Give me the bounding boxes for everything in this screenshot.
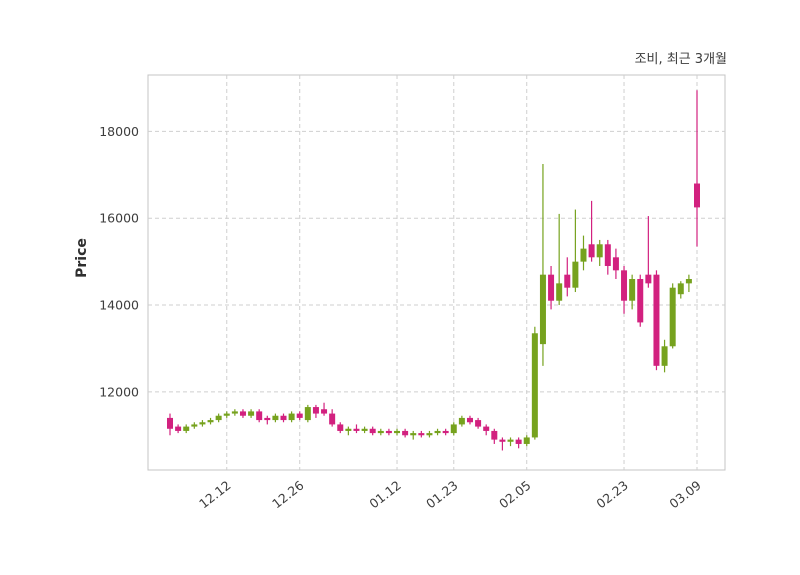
x-tick-label: 02.05 — [496, 478, 533, 512]
chart-title: 조비, 최근 3개월 — [634, 52, 727, 67]
candle-body — [539, 274, 546, 345]
candle-body — [677, 283, 684, 295]
candle-body — [304, 407, 311, 421]
candle-body — [661, 346, 668, 366]
y-axis-label: Price — [74, 238, 90, 278]
candle-body — [580, 248, 587, 262]
candle-body — [483, 426, 490, 431]
candle-body — [531, 333, 538, 438]
x-tick-label: 01.23 — [423, 478, 460, 512]
y-tick-label: 16000 — [99, 211, 139, 226]
candle-body — [442, 430, 449, 434]
candle-body — [588, 244, 595, 258]
candle-body — [515, 439, 522, 444]
candle-body — [434, 430, 441, 434]
candle-body — [215, 415, 222, 421]
candle-body — [491, 430, 498, 440]
candle-body — [499, 439, 506, 442]
candle-body — [361, 428, 368, 431]
candle-body — [385, 430, 392, 434]
candle-body — [272, 415, 279, 421]
candle-body — [280, 415, 287, 421]
candle-body — [475, 420, 482, 427]
candle-body — [685, 279, 692, 284]
candle-body — [264, 417, 271, 421]
candle-body — [418, 433, 425, 436]
candle-body — [629, 279, 636, 301]
candle-body — [564, 274, 571, 288]
candle-body — [248, 411, 255, 416]
candle-body — [175, 426, 182, 431]
candle-body — [402, 430, 409, 436]
y-tick-label: 18000 — [99, 124, 139, 139]
x-tick-label: 12.12 — [196, 478, 233, 512]
candle-body — [466, 417, 473, 423]
candle-body — [353, 428, 360, 431]
candle-body — [312, 407, 319, 414]
candle-body — [645, 274, 652, 284]
candle-body — [612, 257, 619, 271]
candle-body — [450, 424, 457, 434]
candle-body — [621, 270, 628, 301]
x-tick-label: 03.09 — [666, 478, 703, 512]
candle-body — [394, 430, 401, 434]
y-tick-label: 14000 — [99, 298, 139, 313]
candle-body — [321, 409, 328, 414]
candle-body — [296, 413, 303, 418]
y-tick-label: 12000 — [99, 384, 139, 399]
candle-body — [231, 411, 238, 414]
x-tick-label: 12.26 — [269, 478, 306, 512]
candle-body — [548, 274, 555, 301]
plot-area — [147, 74, 726, 471]
candle-body — [426, 433, 433, 436]
candle-body — [337, 424, 344, 431]
candle-body — [183, 426, 190, 431]
candle-body — [369, 428, 376, 434]
candle-body — [523, 437, 530, 444]
candle-body — [596, 244, 603, 258]
candle-body — [694, 183, 700, 208]
candle-body — [223, 413, 230, 416]
candle-body — [556, 283, 563, 301]
candle-body — [410, 433, 417, 436]
candle-body — [239, 411, 246, 416]
candle-body — [507, 439, 514, 442]
candle-body — [345, 428, 352, 431]
candle-body — [669, 287, 676, 347]
candle-body — [207, 420, 214, 423]
x-tick-label: 01.12 — [366, 478, 403, 512]
candle-body — [199, 422, 206, 425]
candle-body — [637, 279, 644, 323]
candle-body — [377, 430, 384, 434]
candle-body — [572, 261, 579, 288]
candle-body — [256, 411, 263, 421]
x-tick-label: 02.23 — [593, 478, 630, 512]
candle-body — [191, 424, 198, 427]
candle-body — [288, 413, 295, 421]
candle-body — [329, 413, 336, 425]
candle-body — [604, 244, 611, 266]
candle-body — [167, 417, 173, 429]
candle-body — [653, 274, 660, 366]
candle-body — [458, 417, 465, 425]
